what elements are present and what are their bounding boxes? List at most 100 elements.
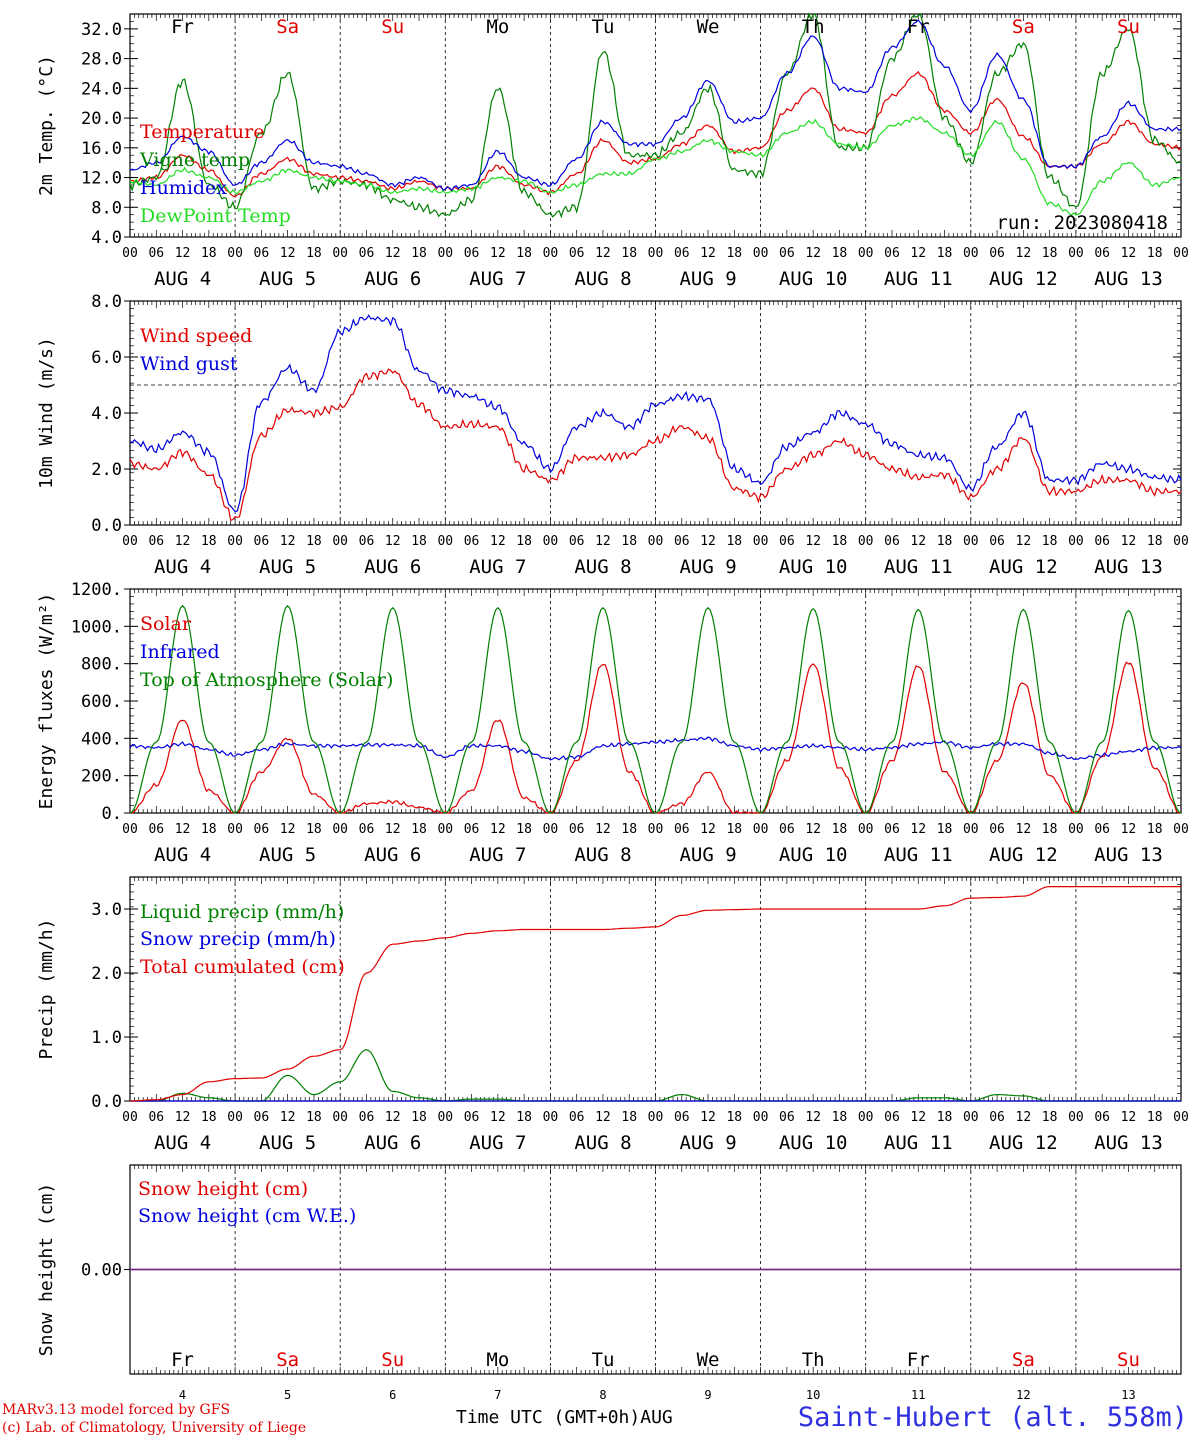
x-hour-label: 06 [359, 1110, 375, 1125]
x-hour-label: 12 [700, 822, 716, 837]
x-hour-label: 12 [385, 1110, 401, 1125]
x-hour-label: 00 [648, 822, 664, 837]
x-hour-label: 12 [1121, 1110, 1137, 1125]
weekday-label: We [697, 16, 720, 38]
x-hour-label: 06 [674, 534, 690, 549]
x-date-label: AUG 6 [364, 556, 421, 578]
x-hour-label: 18 [726, 246, 742, 261]
weekday-label: Mo [486, 16, 509, 38]
x-hour-label: 12 [1016, 534, 1032, 549]
x-date-label: AUG 13 [1094, 844, 1163, 866]
x-hour-label: 00 [1068, 246, 1084, 261]
x-hour-label: 12 [280, 822, 296, 837]
x-hour-label: 12 [175, 822, 191, 837]
x-hour-label: 12 [490, 1110, 506, 1125]
y-axis-title: 2m Temp. (°C) [36, 55, 57, 196]
series-line [129, 116, 1182, 216]
x-hour-label: 18 [1147, 1110, 1163, 1125]
x-hour-label: 18 [832, 1110, 848, 1125]
time-axis-title: Time UTC (GMT+0h) [456, 1407, 641, 1428]
x-hour-label: 18 [201, 246, 217, 261]
x-date-label: AUG 9 [679, 844, 736, 866]
x-hour-label: 00 [122, 822, 138, 837]
weekday-label: Su [381, 1349, 404, 1371]
x-date-label: AUG 10 [779, 844, 848, 866]
x-hour-label: 00 [1068, 822, 1084, 837]
x-date-label: AUG 9 [679, 1132, 736, 1154]
x-hour-label: 18 [201, 1110, 217, 1125]
y-axis-title: Precip (mm/h) [36, 919, 57, 1060]
x-hour-label: 06 [779, 534, 795, 549]
weekday-label: Th [802, 16, 825, 38]
x-hour-label: 06 [674, 246, 690, 261]
x-hour-label: 00 [437, 822, 453, 837]
y-axis-title: Energy fluxes (W/m²) [36, 593, 57, 810]
y-tick-label: 600. [81, 692, 122, 712]
x-hour-label: 00 [122, 246, 138, 261]
x-date-label: AUG 12 [989, 844, 1058, 866]
legend-entry: Wind speed [140, 325, 252, 347]
legend-entry: Humidex [140, 177, 227, 199]
x-hour-label: 18 [516, 534, 532, 549]
x-hour-label: 12 [700, 246, 716, 261]
x-hour-label: 00 [753, 822, 769, 837]
y-tick-label: 24.0 [81, 79, 122, 99]
x-hour-label: 06 [884, 822, 900, 837]
x-date-label: AUG 12 [989, 1132, 1058, 1154]
y-tick-label: 400. [81, 729, 122, 749]
x-hour-label: 12 [700, 534, 716, 549]
x-hour-label: 06 [884, 1110, 900, 1125]
y-tick-label: 800. [81, 655, 122, 675]
weekday-label: Su [1117, 1349, 1140, 1371]
x-hour-label: 06 [148, 534, 164, 549]
x-hour-label: 06 [569, 534, 585, 549]
x-hour-label: 18 [937, 534, 953, 549]
x-date-label: AUG 4 [154, 1132, 211, 1154]
y-tick-label: 0.0 [91, 516, 122, 536]
x-hour-label: 00 [543, 822, 559, 837]
y-tick-label: 3.0 [91, 900, 122, 920]
x-date-label: AUG 5 [259, 556, 316, 578]
x-hour-label: 12 [280, 246, 296, 261]
station-label: Saint-Hubert (alt. 558m) [797, 1402, 1188, 1433]
lab-credit: (c) Lab. of Climatology, University of L… [2, 1420, 307, 1436]
y-tick-label: 12.0 [81, 169, 122, 189]
weekday-label: Fr [171, 16, 194, 38]
x-hour-label: 12 [1016, 822, 1032, 837]
panel-4 [124, 876, 1182, 1102]
x-date-label: AUG 4 [154, 844, 211, 866]
panel-5 [124, 1164, 1182, 1375]
x-hour-label: 06 [674, 822, 690, 837]
x-hour-label: 12 [805, 534, 821, 549]
weekday-label: Tu [592, 16, 615, 38]
x-hour-label: 00 [332, 1110, 348, 1125]
x-hour-label: 18 [937, 1110, 953, 1125]
x-hour-label: 06 [1094, 534, 1110, 549]
x-hour-label: 00 [437, 246, 453, 261]
x-hour-label: 06 [464, 534, 480, 549]
x-hour-label: 18 [411, 246, 427, 261]
day-number-label: 7 [494, 1388, 501, 1402]
x-date-label: AUG 9 [679, 268, 736, 290]
day-number-label: 6 [389, 1388, 396, 1402]
x-hour-label: 12 [805, 1110, 821, 1125]
x-date-label: AUG 4 [154, 268, 211, 290]
legend-entry: Infrared [140, 641, 220, 663]
panel-2 [124, 300, 1182, 526]
y-tick-label: 16.0 [81, 139, 122, 159]
legend-entry: Wind gust [140, 353, 238, 375]
x-hour-label: 12 [1121, 822, 1137, 837]
weekday-label: Su [381, 16, 404, 38]
x-hour-label: 12 [595, 534, 611, 549]
x-hour-label: 12 [490, 246, 506, 261]
x-hour-label: 06 [254, 534, 270, 549]
x-hour-label: 06 [989, 534, 1005, 549]
x-hour-label: 18 [621, 246, 637, 261]
x-hour-label: 00 [437, 1110, 453, 1125]
series-line [129, 19, 1182, 192]
day-number-label: 9 [704, 1388, 711, 1402]
y-tick-label: 1.0 [91, 1028, 122, 1048]
plot-frame [129, 588, 1182, 814]
x-date-label: AUG 7 [469, 556, 526, 578]
x-hour-label: 06 [779, 246, 795, 261]
